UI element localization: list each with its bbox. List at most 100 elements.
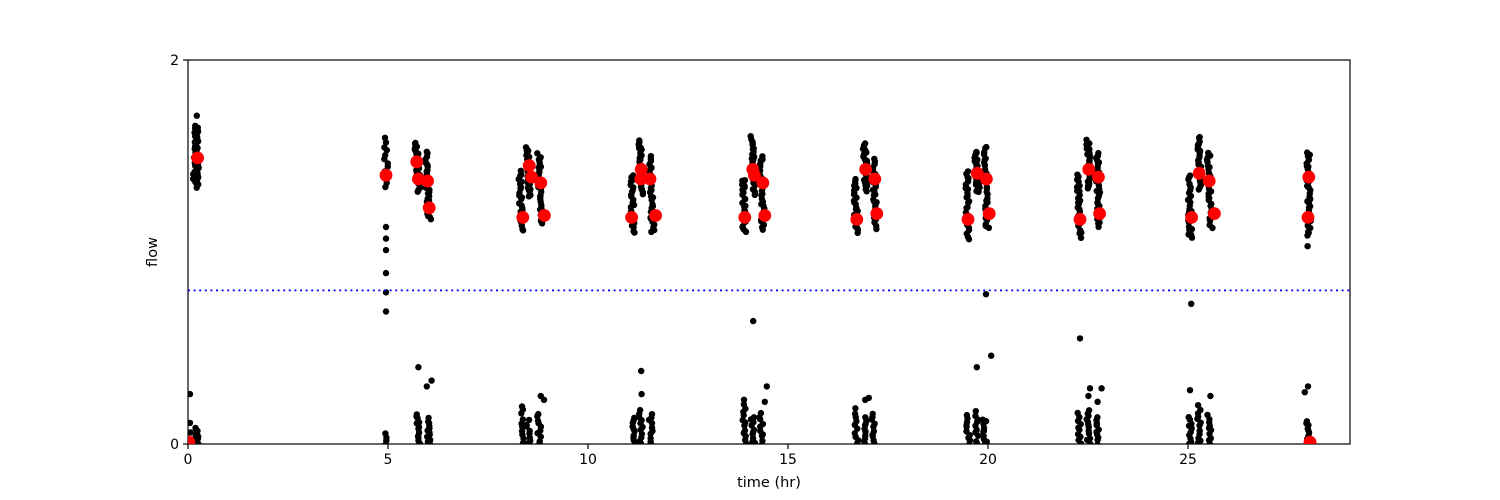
black-data-point bbox=[965, 236, 973, 243]
red-event-point bbox=[758, 209, 772, 222]
x-tick-label: 15 bbox=[779, 452, 797, 468]
x-tick-label: 25 bbox=[1179, 452, 1197, 468]
black-data-point bbox=[854, 229, 861, 236]
black-data-point bbox=[975, 432, 982, 439]
black-data-point bbox=[871, 440, 878, 444]
black-data-point bbox=[193, 112, 200, 119]
black-data-point bbox=[1196, 422, 1203, 429]
black-data-point bbox=[1094, 441, 1101, 444]
black-data-point bbox=[985, 224, 993, 231]
black-data-point bbox=[536, 439, 543, 444]
red-scatter-series bbox=[188, 151, 1317, 444]
red-event-point bbox=[634, 172, 648, 186]
black-data-point bbox=[647, 430, 654, 438]
black-data-point bbox=[631, 229, 638, 236]
black-data-point bbox=[639, 191, 647, 198]
black-data-point bbox=[750, 317, 757, 325]
black-data-point bbox=[423, 383, 430, 390]
plot-area bbox=[188, 112, 1350, 444]
black-data-point bbox=[972, 408, 979, 415]
black-data-point bbox=[648, 228, 655, 236]
red-event-point bbox=[1202, 174, 1216, 188]
black-data-point bbox=[1098, 385, 1105, 392]
red-event-point bbox=[1208, 207, 1221, 221]
black-data-point bbox=[1085, 392, 1092, 400]
black-data-point bbox=[188, 390, 194, 398]
red-event-point bbox=[961, 213, 975, 226]
black-data-point bbox=[966, 441, 973, 444]
black-data-point bbox=[1188, 234, 1196, 241]
black-data-point bbox=[638, 390, 645, 398]
black-data-point bbox=[1209, 224, 1216, 232]
red-event-point bbox=[534, 176, 548, 190]
black-data-point bbox=[1077, 440, 1085, 444]
red-event-point bbox=[1082, 163, 1096, 176]
black-data-point bbox=[852, 405, 859, 412]
black-data-point bbox=[525, 416, 533, 424]
red-event-point bbox=[1073, 213, 1087, 226]
black-data-point bbox=[525, 193, 533, 200]
x-axis-label: time (hr) bbox=[737, 475, 801, 491]
red-event-point bbox=[982, 207, 996, 221]
black-scatter-series bbox=[188, 112, 1314, 444]
red-event-point bbox=[525, 170, 538, 184]
y-axis-label: flow bbox=[145, 237, 161, 267]
black-data-point bbox=[1304, 232, 1311, 239]
black-data-point bbox=[382, 223, 390, 231]
black-data-point bbox=[740, 396, 748, 403]
black-data-point bbox=[1095, 223, 1102, 231]
black-data-point bbox=[415, 364, 422, 371]
black-data-point bbox=[973, 364, 980, 371]
black-data-point bbox=[1207, 392, 1214, 400]
red-event-point bbox=[870, 207, 884, 221]
black-data-point bbox=[865, 394, 872, 402]
red-event-point bbox=[1092, 170, 1105, 184]
axes-frame: 0 5 10 15 20 25 0 2 bbox=[170, 53, 1351, 468]
black-data-point bbox=[382, 183, 389, 191]
black-data-point bbox=[1077, 234, 1085, 241]
black-data-point bbox=[1094, 398, 1101, 405]
red-event-point bbox=[980, 172, 993, 186]
red-event-point bbox=[748, 168, 761, 182]
black-data-point bbox=[540, 396, 548, 403]
black-data-point bbox=[519, 227, 527, 234]
y-tick-label: 2 bbox=[170, 53, 179, 69]
black-data-point bbox=[188, 419, 194, 427]
black-data-point bbox=[427, 216, 435, 223]
black-data-point bbox=[414, 188, 421, 195]
red-event-point bbox=[643, 172, 657, 186]
black-data-point bbox=[1086, 385, 1094, 392]
black-data-point bbox=[982, 291, 990, 298]
black-data-point bbox=[381, 155, 388, 163]
black-data-point bbox=[1304, 243, 1311, 250]
black-data-point bbox=[193, 184, 200, 191]
black-data-point bbox=[751, 191, 758, 198]
black-data-point bbox=[870, 423, 877, 430]
red-event-point bbox=[1185, 211, 1198, 224]
black-data-point bbox=[382, 139, 390, 146]
black-data-point bbox=[742, 228, 750, 235]
black-data-point bbox=[1186, 387, 1194, 394]
black-data-point bbox=[761, 398, 768, 405]
x-tick-label: 10 bbox=[579, 452, 597, 468]
x-tick-label: 0 bbox=[184, 452, 193, 468]
red-event-point bbox=[1192, 166, 1206, 180]
x-tick-label: 20 bbox=[979, 452, 997, 468]
black-data-point bbox=[854, 439, 861, 444]
red-event-point bbox=[410, 155, 424, 169]
black-data-point bbox=[975, 188, 982, 195]
black-data-point bbox=[758, 432, 766, 440]
red-event-point bbox=[1301, 211, 1315, 224]
black-data-point bbox=[1194, 402, 1202, 409]
black-data-point bbox=[416, 440, 424, 444]
black-data-point bbox=[534, 413, 541, 420]
red-event-point bbox=[625, 211, 638, 224]
black-data-point bbox=[647, 440, 654, 444]
black-data-point bbox=[638, 367, 645, 375]
black-data-point bbox=[1194, 439, 1202, 444]
black-data-point bbox=[1195, 186, 1203, 193]
red-event-point bbox=[868, 172, 882, 186]
red-event-point bbox=[970, 166, 984, 180]
